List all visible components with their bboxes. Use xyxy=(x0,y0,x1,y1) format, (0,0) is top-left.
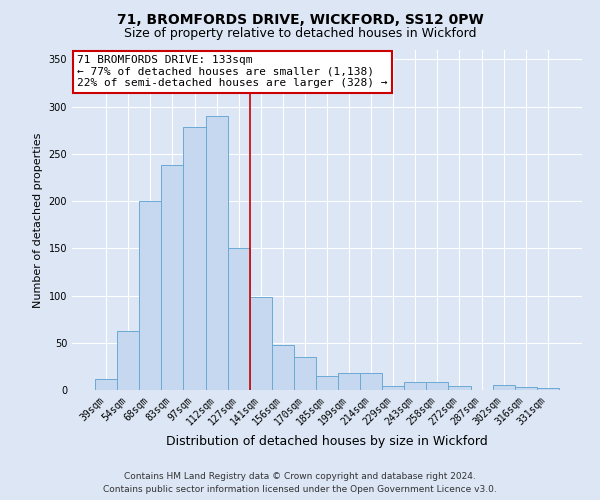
Text: 71, BROMFORDS DRIVE, WICKFORD, SS12 0PW: 71, BROMFORDS DRIVE, WICKFORD, SS12 0PW xyxy=(116,12,484,26)
Bar xyxy=(294,357,316,390)
Bar xyxy=(206,116,227,390)
Bar xyxy=(184,128,206,390)
Bar xyxy=(404,382,427,390)
Bar xyxy=(448,386,470,390)
X-axis label: Distribution of detached houses by size in Wickford: Distribution of detached houses by size … xyxy=(166,435,488,448)
Bar xyxy=(338,373,360,390)
Bar xyxy=(427,382,448,390)
Bar xyxy=(493,386,515,390)
Bar xyxy=(139,201,161,390)
Bar xyxy=(360,373,382,390)
Y-axis label: Number of detached properties: Number of detached properties xyxy=(33,132,43,308)
Bar xyxy=(537,388,559,390)
Bar xyxy=(272,344,294,390)
Bar xyxy=(250,298,272,390)
Bar xyxy=(515,387,537,390)
Bar xyxy=(382,386,404,390)
Text: 71 BROMFORDS DRIVE: 133sqm
← 77% of detached houses are smaller (1,138)
22% of s: 71 BROMFORDS DRIVE: 133sqm ← 77% of deta… xyxy=(77,55,388,88)
Bar xyxy=(161,165,184,390)
Text: Contains HM Land Registry data © Crown copyright and database right 2024.
Contai: Contains HM Land Registry data © Crown c… xyxy=(103,472,497,494)
Bar xyxy=(316,376,338,390)
Bar xyxy=(95,378,117,390)
Text: Size of property relative to detached houses in Wickford: Size of property relative to detached ho… xyxy=(124,28,476,40)
Bar xyxy=(117,330,139,390)
Bar xyxy=(227,248,250,390)
